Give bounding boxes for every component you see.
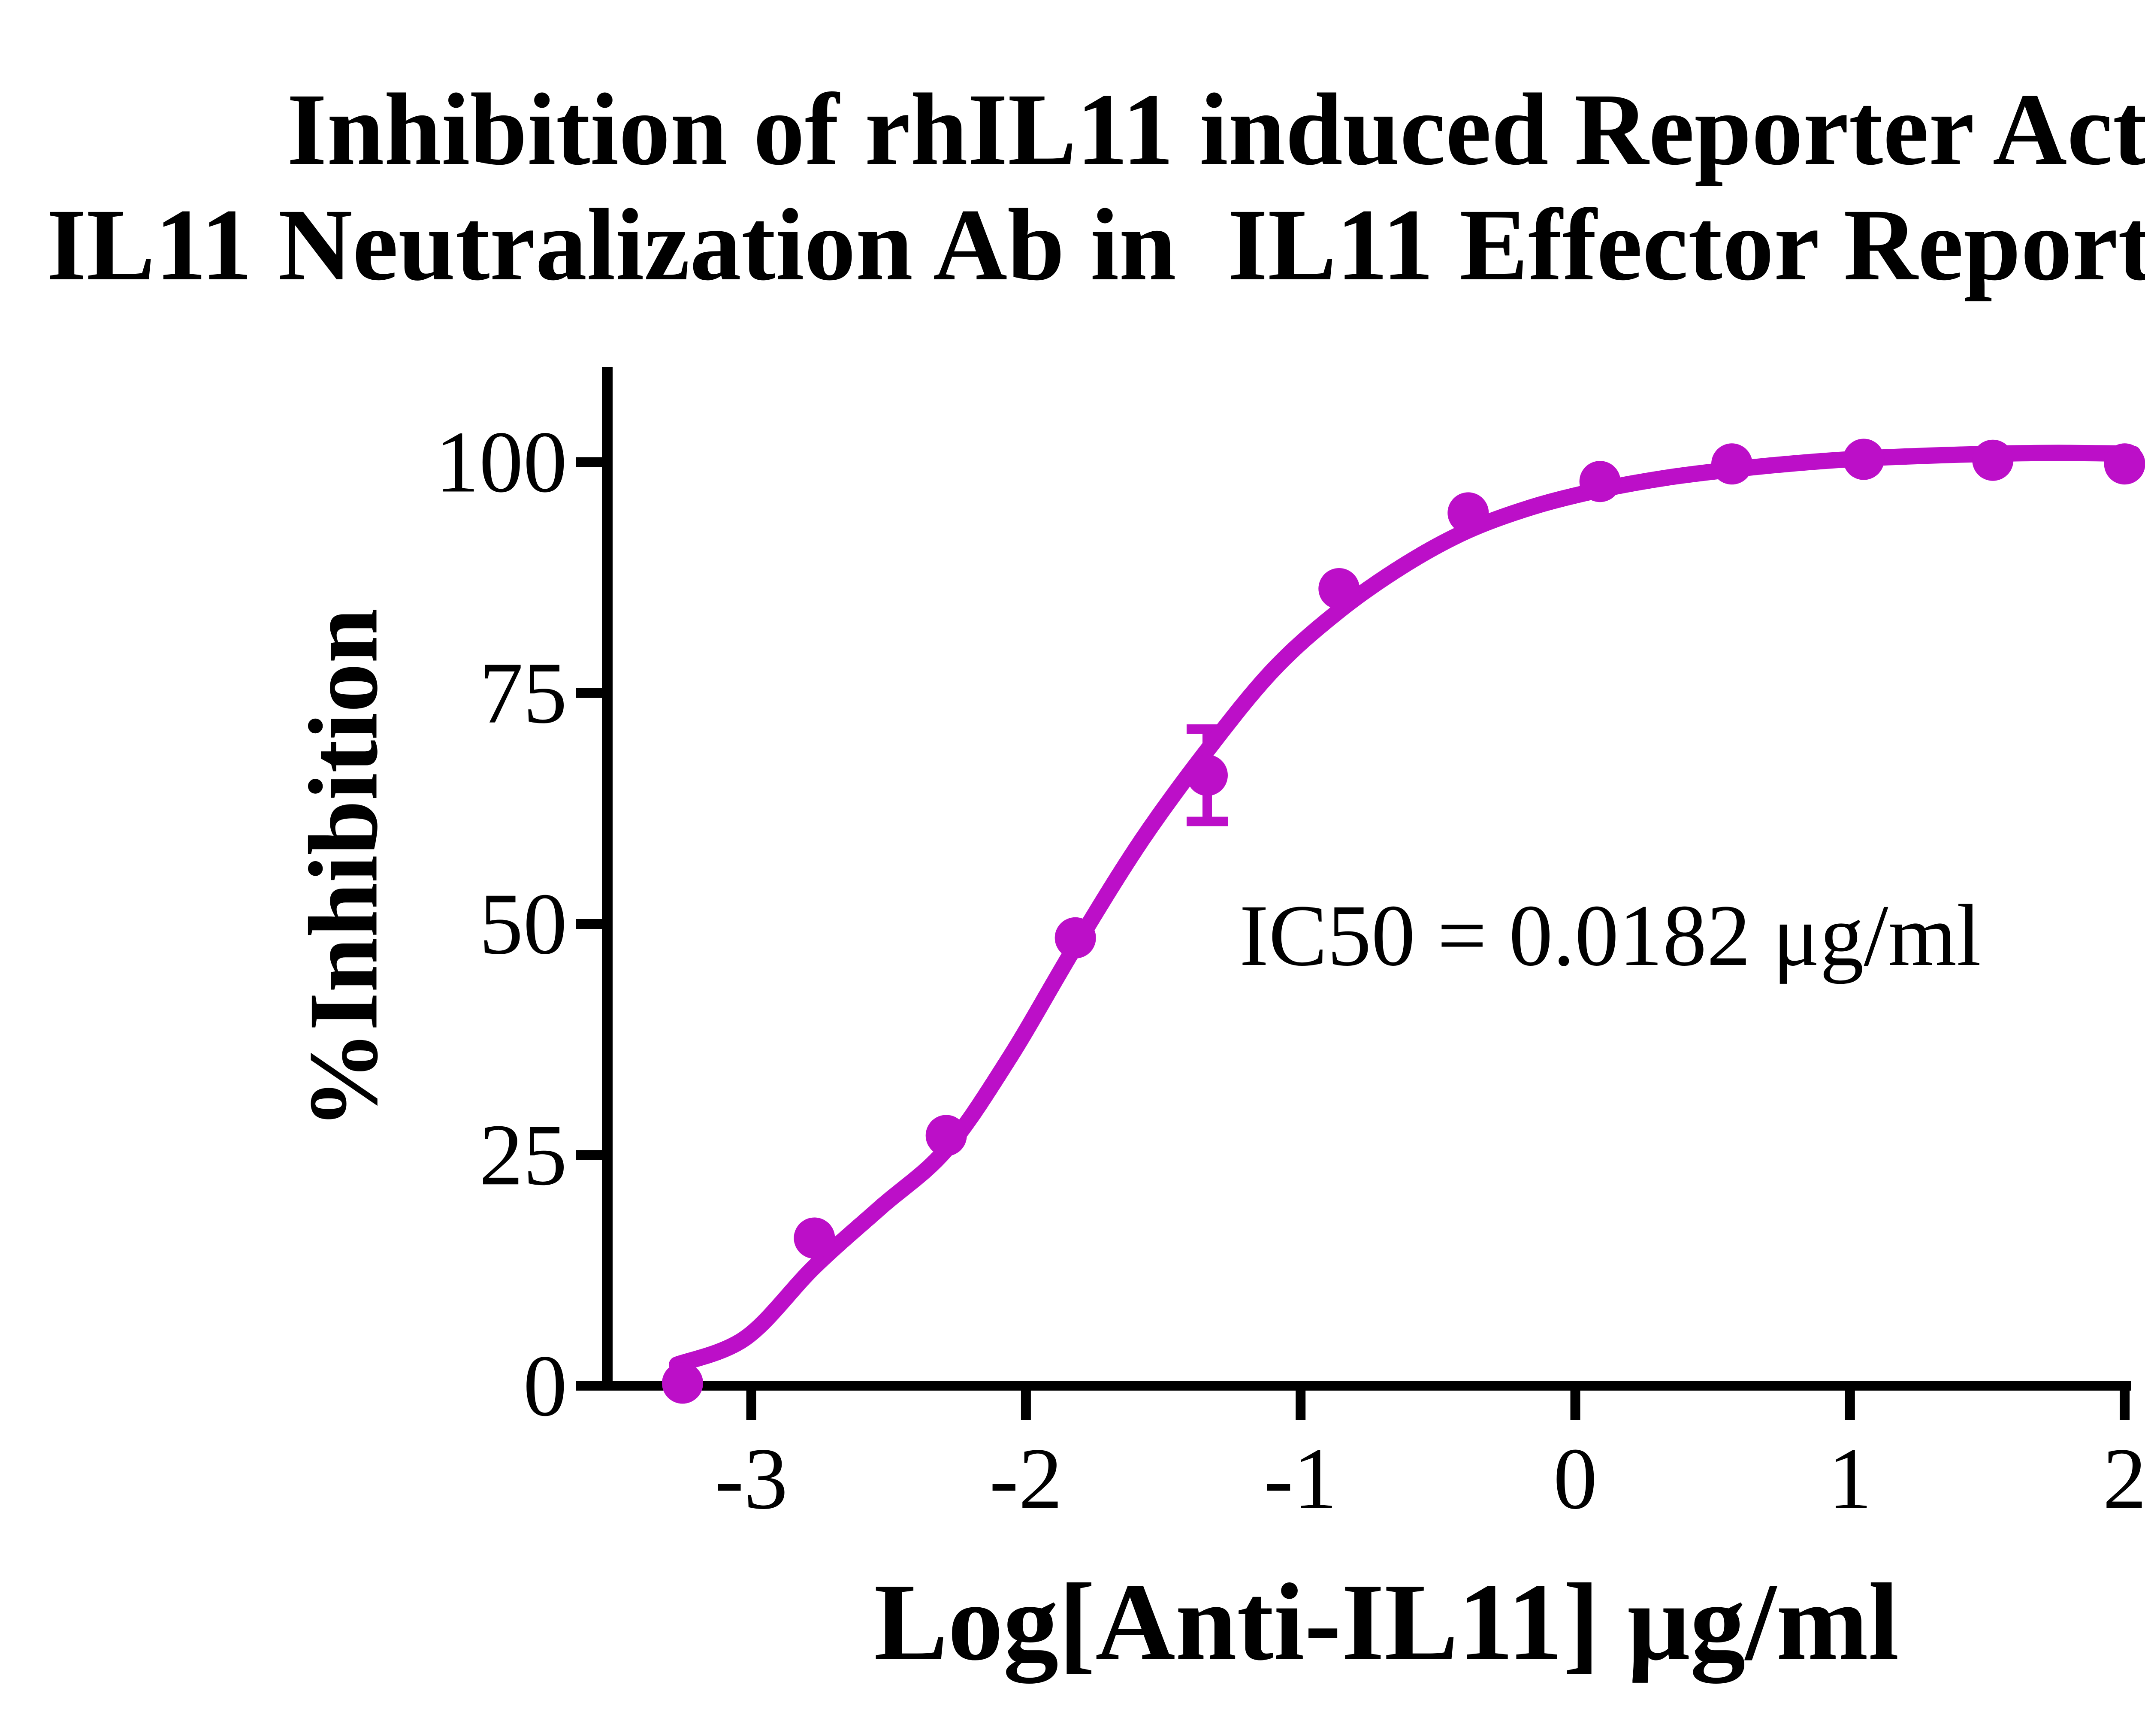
data-point [925, 1115, 967, 1156]
y-axis-title: %Inhibition [289, 608, 398, 1129]
data-point [1711, 443, 1752, 485]
x-tick-label: 1 [1828, 1430, 1872, 1527]
x-tick-label: 0 [1553, 1430, 1598, 1527]
data-point [1054, 917, 1096, 959]
data-point [662, 1362, 703, 1404]
x-tick [1296, 1391, 1306, 1420]
x-axis-title: Log[Anti-IL11] μg/ml [874, 1561, 1899, 1685]
data-point [1447, 492, 1489, 534]
data-point [1843, 439, 1885, 480]
y-tick-label: 50 [479, 875, 567, 973]
y-tick [576, 1150, 602, 1160]
data-point [1579, 461, 1621, 502]
y-tick [576, 919, 602, 929]
y-tick-label: 25 [479, 1106, 567, 1204]
data-point [2104, 443, 2145, 485]
x-tick [1021, 1391, 1031, 1420]
ic50-annotation: IC50 = 0.0182 μg/ml [1239, 887, 1981, 984]
y-tick-label: 75 [479, 644, 567, 742]
x-tick-labels: -3 -2 -1 0 1 2 [715, 1430, 2145, 1527]
axes [576, 367, 2131, 1420]
chart-title-line-1: Inhibition of rhIL11 induced Reporter Ac… [287, 72, 2145, 186]
y-tick-labels: 0 25 50 75 100 [435, 414, 568, 1435]
error-bar-cap-bottom [1186, 817, 1228, 826]
chart-title-line-2: IL11 Neutralization Ab in IL11 Effector … [46, 188, 2145, 302]
x-tick [2120, 1391, 2130, 1420]
y-tick-label: 100 [435, 414, 568, 511]
y-tick-label: 0 [523, 1337, 568, 1435]
y-tick [576, 688, 602, 698]
x-tick [746, 1391, 756, 1420]
x-tick-label: -3 [715, 1430, 788, 1527]
x-tick [1570, 1391, 1580, 1420]
x-tick [1845, 1391, 1855, 1420]
x-tick-label: -1 [1264, 1430, 1337, 1527]
data-point [1318, 568, 1360, 609]
data-point [1972, 439, 2014, 481]
data-point [1187, 754, 1228, 796]
x-tick-label: -2 [989, 1430, 1063, 1527]
plot-area [662, 439, 2145, 1404]
x-axis-line [576, 1381, 2131, 1391]
x-tick-label: 2 [2103, 1430, 2145, 1527]
data-point [794, 1217, 835, 1259]
y-tick [576, 457, 602, 467]
y-axis-line [602, 367, 613, 1391]
